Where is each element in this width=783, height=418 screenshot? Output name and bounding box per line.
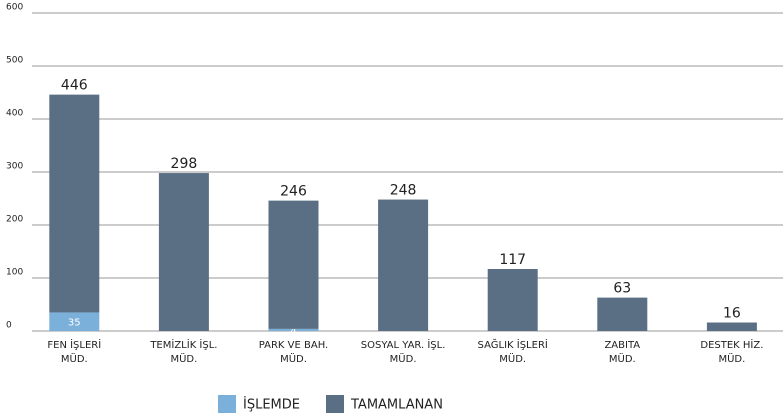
bar-segment <box>49 312 100 331</box>
total-label: 16 <box>723 306 741 322</box>
y-tick-label: 400 <box>6 109 23 119</box>
total-label: 246 <box>280 184 307 200</box>
legend-swatch <box>326 395 344 413</box>
legend-label: İŞLEMDE <box>243 397 300 413</box>
segment-label: 35 <box>68 318 81 329</box>
y-tick-label: 500 <box>6 56 23 66</box>
total-label: 298 <box>171 156 198 172</box>
x-tick-label: FEN İŞLERİ <box>47 338 101 351</box>
bar-segment <box>487 268 538 331</box>
x-tick-label: ZABITA <box>604 340 640 351</box>
bar-segment <box>268 328 319 331</box>
total-label: 446 <box>61 78 88 94</box>
y-tick-label: 0 <box>6 321 12 331</box>
x-tick-label: MÜD. <box>170 352 197 365</box>
y-tick-label: 100 <box>6 268 23 278</box>
x-tick-label: SOSYAL YAR. İŞL. <box>361 338 446 351</box>
bar-segment <box>597 297 648 331</box>
x-tick-label: MÜD. <box>390 352 417 365</box>
x-tick-label: MÜD. <box>499 352 526 365</box>
x-tick-label: MÜD. <box>280 352 307 365</box>
x-tick-label: MÜD. <box>718 352 745 365</box>
total-label: 63 <box>613 281 631 297</box>
bar-segment <box>158 173 209 331</box>
bar-segment <box>706 322 757 331</box>
bar-segment <box>49 94 100 313</box>
total-label: 117 <box>499 252 526 268</box>
segment-label: 4 <box>290 326 296 337</box>
bar-segment <box>268 200 319 329</box>
x-tick-label: MÜD. <box>609 352 636 365</box>
x-tick-label: DESTEK HİZ. <box>700 338 763 351</box>
y-tick-label: 200 <box>6 215 23 225</box>
y-tick-label: 300 <box>6 162 23 172</box>
x-tick-label: MÜD. <box>61 352 88 365</box>
x-tick-label: TEMİZLİK İŞL. <box>149 338 217 351</box>
x-tick-label: PARK VE BAH. <box>259 340 328 351</box>
total-label: 248 <box>390 183 417 199</box>
legend-swatch <box>218 395 236 413</box>
bar-segment <box>378 199 429 331</box>
x-tick-label: SAĞLIK İŞLERİ <box>478 338 548 351</box>
y-tick-label: 600 <box>6 3 23 13</box>
legend-label: TAMAMLANAN <box>350 398 443 413</box>
